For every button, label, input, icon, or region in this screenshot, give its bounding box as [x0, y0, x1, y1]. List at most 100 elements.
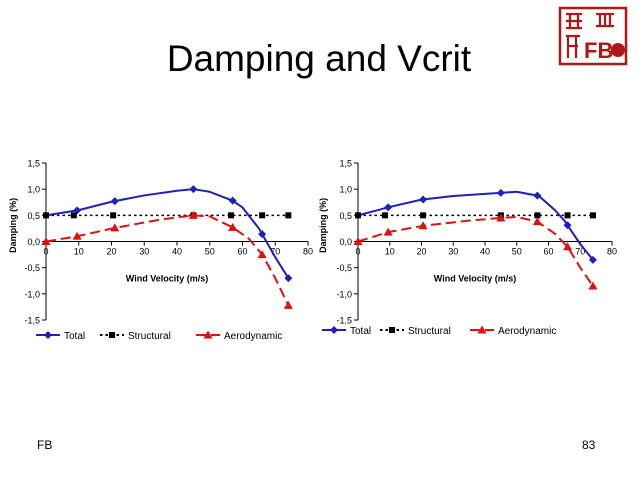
data-point-total: [588, 255, 597, 264]
y-tick-label: 0,5: [27, 211, 40, 221]
x-tick-label: 20: [106, 247, 116, 257]
series-line-aerodynamic: [357, 215, 594, 287]
x-tick-label: 30: [139, 247, 149, 257]
x-tick-label: 60: [237, 247, 247, 257]
legend-label-structural: Structural: [128, 331, 171, 342]
data-point-aerodynamic: [563, 242, 573, 251]
legend-marker-total: [330, 326, 338, 334]
legend-marker-structural: [109, 332, 115, 338]
data-point-structural: [564, 212, 571, 219]
data-point-structural: [110, 212, 117, 219]
y-tick-label: 1,0: [27, 185, 40, 195]
data-point-total: [189, 185, 198, 194]
legend-label-total: Total: [64, 331, 85, 342]
data-point-aerodynamic: [72, 231, 82, 240]
series-line-aerodynamic: [45, 214, 290, 306]
y-axis-label: Damping (%): [8, 198, 18, 253]
y-tick-label: -1,0: [24, 289, 40, 299]
chart-1: 1,5 1,0 0,5 0,0 -0,5 -1,0 -1,5 0 10 20 30 40 50 60 70 8…: [8, 159, 313, 343]
data-point-structural: [534, 212, 541, 219]
x-tick-label: 80: [303, 247, 313, 257]
seal-initials: FB: [584, 38, 613, 63]
data-point-aerodynamic: [41, 237, 51, 245]
data-point-structural: [228, 212, 235, 219]
data-point-total: [110, 197, 119, 206]
y-tick-label: -1,5: [336, 316, 352, 326]
x-tick-label: 40: [172, 247, 182, 257]
x-tick-label: 20: [416, 247, 426, 257]
legend: Total Structural Aerodynamic: [322, 325, 556, 337]
slide-title: Damping and Vcrit: [166, 38, 472, 79]
data-point-structural: [355, 212, 361, 219]
y-tick-label: 1,5: [339, 159, 352, 169]
y-tick-label: -0,5: [336, 263, 352, 273]
y-axis-label: Damping (%): [318, 198, 328, 253]
legend-marker-aerodynamic: [477, 325, 487, 334]
x-axis-label: Wind Velocity (m/s): [434, 274, 516, 284]
x-tick-label: 70: [270, 247, 280, 257]
data-point-aerodynamic: [257, 250, 267, 259]
x-tick-label: 30: [448, 247, 458, 257]
y-tick-label: 0,5: [339, 211, 352, 221]
x-tick-label: 50: [205, 247, 215, 257]
x-tick-label: 70: [575, 247, 585, 257]
data-point-total: [258, 230, 267, 239]
data-point-aerodynamic: [588, 281, 598, 290]
data-point-total: [496, 188, 505, 197]
footer-author: FB: [37, 438, 53, 452]
series-total: [42, 185, 293, 283]
legend-label-aerodynamic: Aerodynamic: [498, 326, 556, 337]
x-tick-label: 10: [74, 247, 84, 257]
series-aerodynamic: [41, 210, 293, 309]
legend-marker-aerodynamic: [203, 330, 213, 339]
data-point-total: [284, 274, 293, 283]
y-tick-label: 0,0: [27, 237, 40, 247]
legend: Total Structural Aerodynamic: [36, 330, 282, 342]
data-point-aerodynamic: [110, 223, 120, 232]
data-point-total: [563, 221, 572, 230]
y-tick-label: 0,0: [339, 237, 352, 247]
series-structural: [43, 212, 292, 219]
data-point-aerodynamic: [228, 222, 238, 231]
data-point-aerodynamic: [283, 300, 293, 309]
data-point-aerodynamic: [532, 217, 542, 226]
data-point-aerodynamic: [188, 210, 198, 219]
seal-stamp-logo: FB: [558, 6, 628, 66]
chart-2: 1,5 1,0 0,5 0,0 -0,5 -1,0 -1,5 0 10 20 30 40 50 60 70 8…: [318, 159, 617, 338]
y-tick-label: -0,5: [24, 263, 40, 273]
y-tick-label: -1,5: [24, 316, 40, 326]
x-tick-label: 80: [607, 247, 617, 257]
legend-marker-structural: [389, 327, 395, 333]
legend-label-structural: Structural: [408, 326, 451, 337]
data-point-aerodynamic: [496, 213, 506, 222]
y-tick-label: -1,0: [336, 289, 352, 299]
data-point-structural: [420, 212, 427, 219]
x-tick-label: 40: [480, 247, 490, 257]
legend-label-total: Total: [350, 326, 371, 337]
data-point-structural: [259, 212, 266, 219]
x-tick-label: 0: [43, 247, 48, 257]
data-point-total: [533, 191, 542, 200]
data-point-structural: [43, 212, 49, 219]
series-line-total: [45, 188, 290, 279]
data-point-aerodynamic: [383, 227, 393, 236]
data-point-aerodynamic: [418, 221, 428, 230]
data-point-total: [384, 203, 393, 212]
legend-marker-total: [44, 331, 52, 339]
x-tick-label: 50: [512, 247, 522, 257]
data-point-structural: [589, 212, 596, 219]
y-tick-label: 1,0: [339, 185, 352, 195]
x-axis-label: Wind Velocity (m/s): [126, 274, 208, 284]
x-tick-label: 60: [543, 247, 553, 257]
x-tick-label: 10: [385, 247, 395, 257]
data-point-structural: [381, 212, 388, 219]
data-point-structural: [70, 212, 77, 219]
legend-label-aerodynamic: Aerodynamic: [224, 331, 282, 342]
series-aerodynamic: [353, 213, 598, 290]
data-point-total: [228, 196, 237, 205]
data-point-aerodynamic: [353, 237, 363, 245]
x-tick-label: 0: [355, 247, 360, 257]
page-number: 83: [582, 438, 596, 452]
data-point-total: [419, 195, 428, 204]
